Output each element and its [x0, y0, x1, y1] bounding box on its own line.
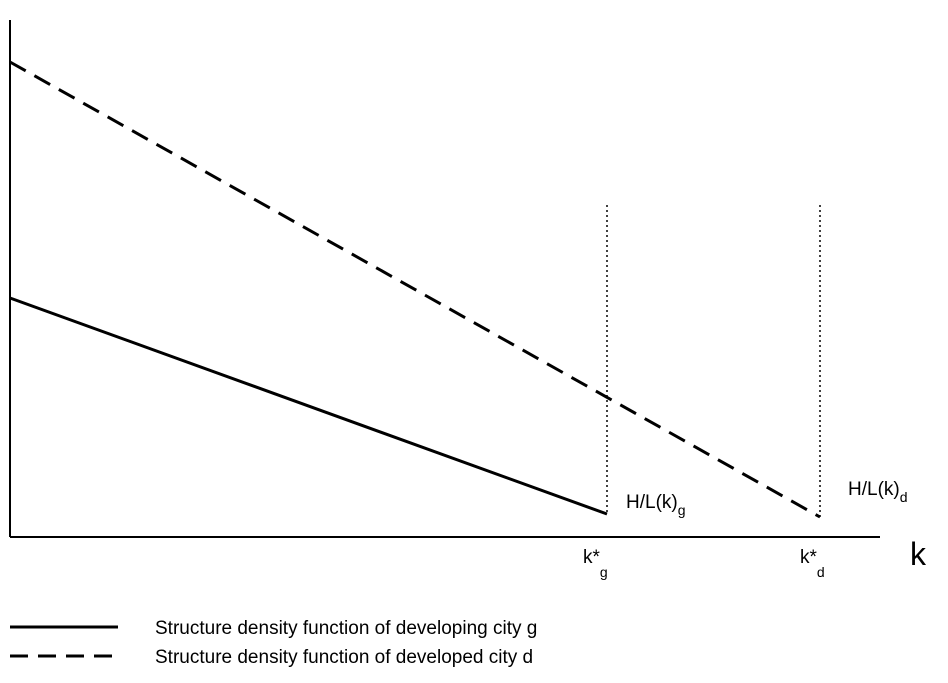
marker-text: k*	[583, 547, 601, 568]
label-subscript: d	[900, 489, 908, 505]
label-text: H/L(k)	[848, 479, 900, 500]
curve-g	[9, 296, 608, 516]
marker-subscript: d	[817, 564, 825, 580]
legend-text: Structure density function of developed …	[155, 647, 533, 668]
curve-d	[9, 60, 821, 519]
curve-label: H/L(k)g	[626, 492, 686, 518]
marker-subscript: g	[600, 564, 608, 580]
label-subscript: g	[678, 502, 686, 518]
marker-text: k*	[800, 547, 818, 568]
label-text: H/L(k)	[626, 492, 678, 513]
x-axis-label: k	[910, 536, 927, 572]
marker-label: k*d	[800, 547, 825, 580]
curve-label: H/L(k)d	[848, 479, 908, 505]
legend-text: Structure density function of developing…	[155, 618, 537, 639]
marker-label: k*g	[583, 547, 608, 580]
